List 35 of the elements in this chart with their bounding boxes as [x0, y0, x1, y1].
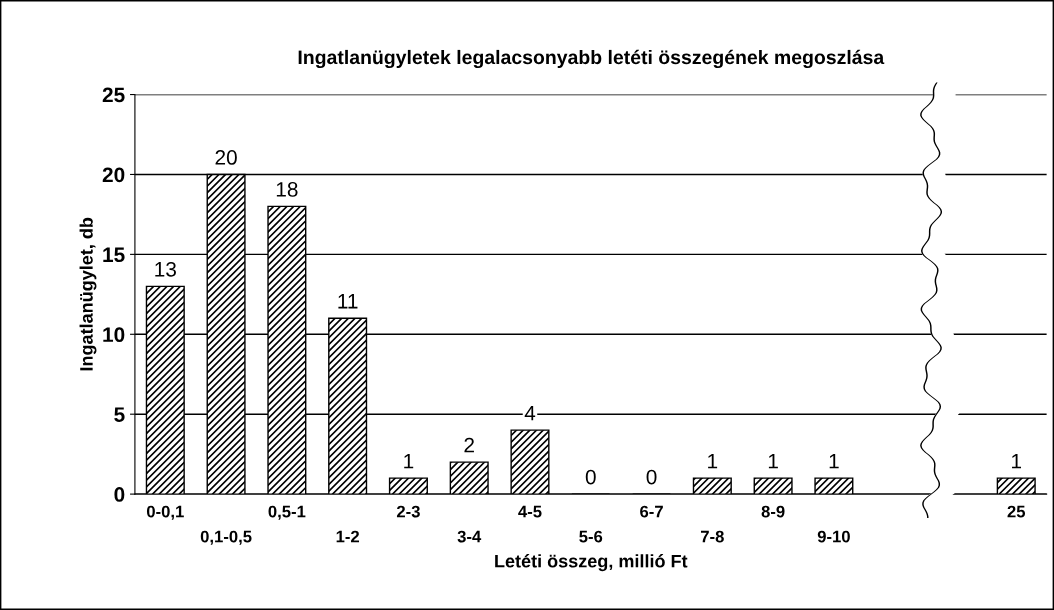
data-label: 13 [155, 261, 176, 277]
x-tick-label: 0,1-0,5 [200, 530, 252, 545]
y-tick-label: 10 [103, 327, 125, 343]
data-label: 20 [215, 150, 237, 165]
data-label: 2 [464, 437, 474, 453]
data-label: 1 [1012, 453, 1022, 469]
x-tick-label: 0-0,1 [146, 505, 184, 520]
data-label: 1 [768, 453, 778, 469]
y-tick-label: 20 [102, 167, 125, 183]
data-label: 0 [585, 469, 596, 485]
x-tick-label: 8-9 [761, 505, 785, 518]
x-tick-label: 6-7 [640, 505, 663, 518]
data-label: 0 [646, 469, 657, 485]
y-tick-label: 5 [114, 407, 125, 422]
x-tick-label: 25 [1007, 505, 1026, 518]
x-tick-label: 7-8 [701, 530, 724, 543]
x-tick-label: 3-4 [457, 530, 482, 543]
y-tick-label: 25 [102, 87, 125, 103]
x-tick-label: 2-3 [396, 505, 420, 518]
x-tick-label: 5-6 [579, 530, 603, 543]
x-tick-label: 9-10 [817, 530, 850, 543]
chart-title: Ingatlanügyletek legalacsonyabb letéti összegének megoszlása [298, 49, 885, 69]
x-tick-label: 1-2 [336, 530, 360, 543]
y-tick-label: 0 [114, 487, 125, 502]
data-label: 1 [404, 453, 414, 469]
x-tick-label: 0,5-1 [268, 505, 306, 520]
data-label: 1 [708, 453, 718, 469]
data-label: 18 [276, 182, 298, 197]
data-label: 4 [524, 405, 536, 421]
data-label: 1 [829, 453, 839, 469]
x-tick-label: 4-5 [518, 505, 542, 518]
x-axis-title: Letéti összeg, millió Ft [495, 554, 688, 572]
y-axis-title: Ingatlanügylet, db [79, 217, 97, 371]
data-label: 11 [338, 294, 358, 309]
y-tick-label: 15 [103, 247, 125, 263]
